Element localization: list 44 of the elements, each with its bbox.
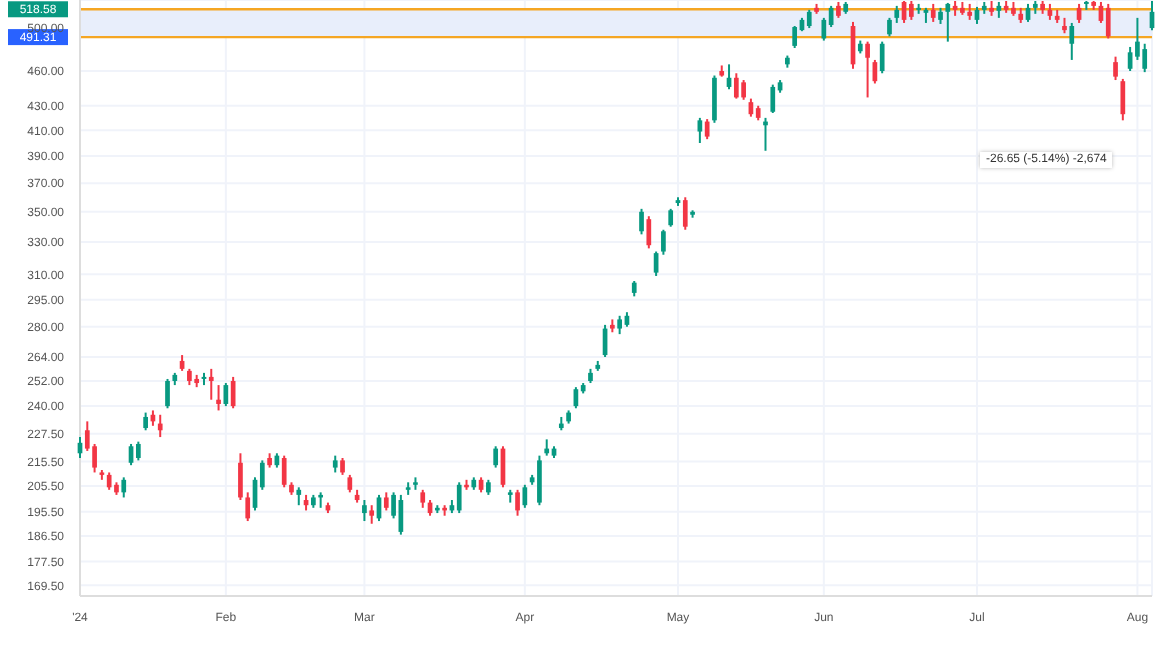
candlestick bbox=[806, 8, 812, 30]
candlestick bbox=[383, 491, 389, 512]
candlestick bbox=[1142, 42, 1148, 74]
candlestick bbox=[281, 454, 287, 489]
candlestick bbox=[522, 483, 528, 509]
candlestick bbox=[908, 0, 914, 21]
candlestick bbox=[369, 504, 375, 525]
candlestick bbox=[697, 116, 703, 144]
candlestick bbox=[821, 16, 827, 42]
candlestick bbox=[1135, 16, 1140, 61]
candlestick bbox=[208, 367, 214, 401]
candlestick bbox=[661, 228, 666, 256]
candlestick bbox=[223, 382, 229, 408]
candlestick bbox=[1113, 55, 1118, 82]
candlestick bbox=[639, 207, 644, 236]
candlestick bbox=[362, 499, 367, 523]
candlestick bbox=[865, 40, 870, 99]
candlestick bbox=[135, 440, 141, 462]
candlestick bbox=[493, 445, 499, 469]
candlestick bbox=[1120, 77, 1126, 122]
candlestick bbox=[537, 454, 542, 507]
candlestick bbox=[887, 16, 892, 38]
candlestick bbox=[216, 384, 221, 412]
candlestick bbox=[930, 2, 936, 23]
candlestick bbox=[646, 215, 652, 250]
candlestick bbox=[121, 476, 127, 499]
candlestick bbox=[245, 491, 251, 523]
candlestick bbox=[157, 413, 163, 439]
candlestick bbox=[456, 481, 462, 515]
candlestick bbox=[1105, 2, 1111, 40]
candlestick bbox=[733, 72, 739, 100]
candlestick bbox=[1069, 21, 1075, 61]
candlestick bbox=[792, 25, 798, 50]
candlestick bbox=[682, 196, 688, 231]
candlestick bbox=[879, 40, 885, 75]
candlestick bbox=[515, 488, 520, 517]
candlestick bbox=[712, 74, 717, 124]
candlestick bbox=[741, 79, 746, 101]
candlestick bbox=[770, 83, 776, 114]
candlestick bbox=[165, 377, 170, 410]
candlestick bbox=[617, 314, 622, 336]
candlestick bbox=[238, 452, 243, 502]
candlestick bbox=[945, 1, 951, 43]
candlestick bbox=[704, 118, 710, 141]
